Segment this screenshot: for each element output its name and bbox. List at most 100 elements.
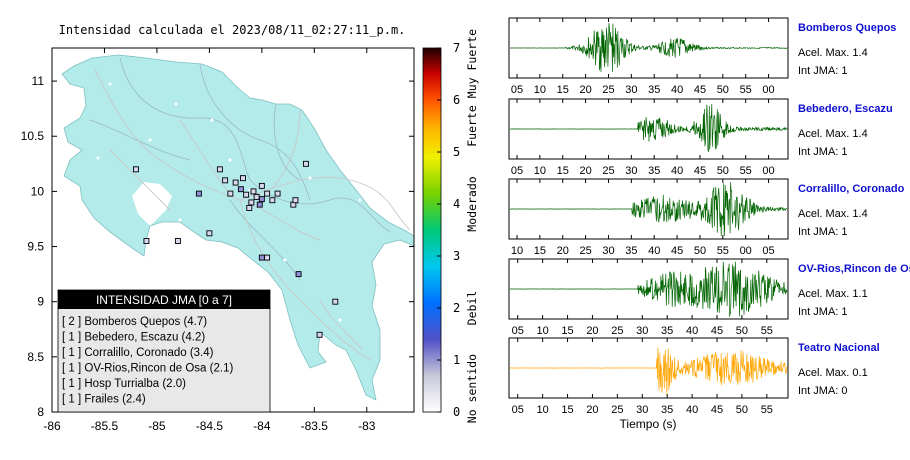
waveform-tick-label: 20 bbox=[557, 245, 569, 257]
station-accel: Acel. Max. 1.1 bbox=[798, 288, 868, 300]
station-marker bbox=[292, 197, 299, 204]
station-jma: Int JMA: 1 bbox=[798, 146, 848, 158]
waveform-tick-label: 00 bbox=[762, 84, 774, 96]
waveform-tick-label: 25 bbox=[611, 325, 623, 337]
colorbar-level-label: Muy Fuerte bbox=[465, 29, 479, 98]
legend-item: [ 1 ] Corralillo, Coronado (3.4) bbox=[62, 347, 214, 359]
map-y-tick-label: 10 bbox=[31, 184, 45, 198]
station-name: Bebedero, Escazu bbox=[798, 103, 893, 115]
waveform-tick-label: 30 bbox=[625, 165, 637, 177]
towns bbox=[96, 82, 362, 322]
colorbar-level-label: No sentido bbox=[465, 354, 479, 423]
colorbar-tick-label: 2 bbox=[453, 301, 460, 315]
waveform-trace bbox=[509, 347, 788, 395]
map-y-tick-label: 10.5 bbox=[21, 129, 45, 143]
waveform-tick-label: 40 bbox=[671, 165, 683, 177]
waveform-trace bbox=[509, 103, 788, 152]
waveform-tick-label: 10 bbox=[534, 165, 546, 177]
station-marker bbox=[246, 204, 253, 211]
station-marker bbox=[302, 160, 309, 167]
waveform-panel: 10 15 20 25 30 35 40 45 50 55 00 05 Corralillo, Coro… bbox=[508, 178, 905, 257]
waveform-tick-label: 35 bbox=[661, 325, 673, 337]
station-name: Corralillo, Coronado bbox=[798, 183, 905, 195]
station-marker bbox=[240, 175, 246, 182]
legend-item: [ 1 ] Hosp Turrialba (2.0) bbox=[62, 378, 186, 390]
waveform-trace bbox=[510, 261, 788, 317]
station-jma: Int JMA: 1 bbox=[798, 306, 848, 318]
station-marker bbox=[332, 298, 339, 305]
waveform-tick-label: 30 bbox=[636, 404, 648, 416]
station-accel: Acel. Max. 1.4 bbox=[798, 47, 868, 59]
waveform-tick-label: 40 bbox=[686, 404, 698, 416]
station-accel: Acel. Max. 1.4 bbox=[798, 208, 868, 220]
station-marker bbox=[216, 166, 223, 173]
waveform-tick-label: 10 bbox=[537, 404, 549, 416]
station-marker bbox=[258, 196, 265, 203]
waveform-tick-label: 35 bbox=[625, 245, 637, 257]
waveform-tick-label: 15 bbox=[534, 245, 546, 257]
waveform-tick-label: 20 bbox=[586, 325, 598, 337]
station-marker bbox=[222, 177, 229, 184]
waveform-tick-label: 45 bbox=[694, 165, 706, 177]
waveform-tick-label: 40 bbox=[648, 245, 660, 257]
station-jma: Int JMA: 1 bbox=[798, 65, 848, 77]
waveform-tick-label: 50 bbox=[694, 245, 706, 257]
waveform-tick-label: 20 bbox=[579, 165, 591, 177]
map-x-tick-label: -84.5 bbox=[196, 419, 224, 433]
legend-title: INTENSIDAD JMA [0 a 7] bbox=[96, 293, 232, 307]
waveform-panel: 05 10 15 20 25 30 35 40 45 50 55 00 Bebedero, Escazu… bbox=[508, 98, 893, 177]
station-accel: Acel. Max. 1.4 bbox=[798, 128, 868, 140]
roads bbox=[94, 69, 411, 361]
waveform-tick-label: 45 bbox=[711, 404, 723, 416]
waveform-tick-label: 50 bbox=[717, 165, 729, 177]
waveform-tick-label: 25 bbox=[602, 165, 614, 177]
waveform-trace bbox=[509, 182, 788, 237]
station-marker bbox=[269, 197, 276, 204]
station-marker bbox=[174, 238, 181, 244]
waveform-tick-label: 35 bbox=[661, 404, 673, 416]
map-y-tick-label: 8 bbox=[37, 405, 44, 419]
waveform-tick-label: 05 bbox=[512, 404, 524, 416]
colorbar: 0 1 2 3 4 5 6 7 No sentido Debil Moderado Fuerte Mu… bbox=[422, 29, 479, 423]
waveform-tick-label: 45 bbox=[694, 84, 706, 96]
map-x-tick-label: -85.5 bbox=[91, 419, 119, 433]
waveform-tick-label: 00 bbox=[740, 245, 752, 257]
station-marker bbox=[237, 186, 244, 193]
waveform-tick-label: 55 bbox=[740, 84, 752, 96]
waveform-tick-label: 20 bbox=[586, 404, 598, 416]
colorbar-tick-label: 4 bbox=[453, 197, 460, 211]
station-marker bbox=[250, 188, 257, 195]
province-borders bbox=[89, 57, 391, 281]
waveform-tick-label: 35 bbox=[648, 84, 660, 96]
station-marker bbox=[243, 191, 250, 198]
station-marker bbox=[248, 199, 255, 206]
waveform-tick-label: 45 bbox=[711, 325, 723, 337]
colorbar-tick-label: 0 bbox=[453, 405, 460, 419]
station-marker bbox=[253, 193, 260, 200]
station-marker bbox=[258, 254, 265, 261]
waveform-panels: 05 10 15 20 25 30 35 40 45 50 55 00 Bomberos Quepos A… bbox=[508, 17, 910, 416]
waveform-tick-label: 15 bbox=[561, 325, 573, 337]
colorbar-tick-label: 7 bbox=[453, 41, 460, 55]
waveform-tick-label: 55 bbox=[740, 165, 752, 177]
map-x-tick-label: -84 bbox=[253, 419, 271, 433]
gulf-nicoya bbox=[132, 182, 172, 226]
map-y-tick-label: 8.5 bbox=[27, 350, 44, 364]
map-title: Intensidad calculada el 2023/08/11_02:27… bbox=[59, 23, 406, 37]
waveform-tick-label: 50 bbox=[736, 325, 748, 337]
waveform-xlabel: Tiempo (s) bbox=[620, 417, 677, 431]
waveform-tick-label: 35 bbox=[648, 165, 660, 177]
legend-item: [ 1 ] Frailes (2.4) bbox=[62, 394, 146, 406]
colorbar-tick-label: 1 bbox=[453, 353, 460, 367]
station-jma: Int JMA: 1 bbox=[798, 226, 848, 238]
waveform-panel: 05 10 15 20 25 30 35 40 45 50 55 OV-Rios,Rincon de … bbox=[508, 258, 910, 337]
legend-item: [ 1 ] Bebedero, Escazu (4.2) bbox=[62, 332, 205, 344]
waveform-tick-label: 50 bbox=[717, 84, 729, 96]
station-accel: Acel. Max. 0.1 bbox=[798, 367, 868, 379]
map-y-tick-label: 9 bbox=[37, 295, 44, 309]
station-marker bbox=[195, 190, 202, 197]
station-marker bbox=[258, 182, 265, 189]
waveform-tick-label: 05 bbox=[511, 165, 523, 177]
waveform-tick-label: 30 bbox=[636, 325, 648, 337]
